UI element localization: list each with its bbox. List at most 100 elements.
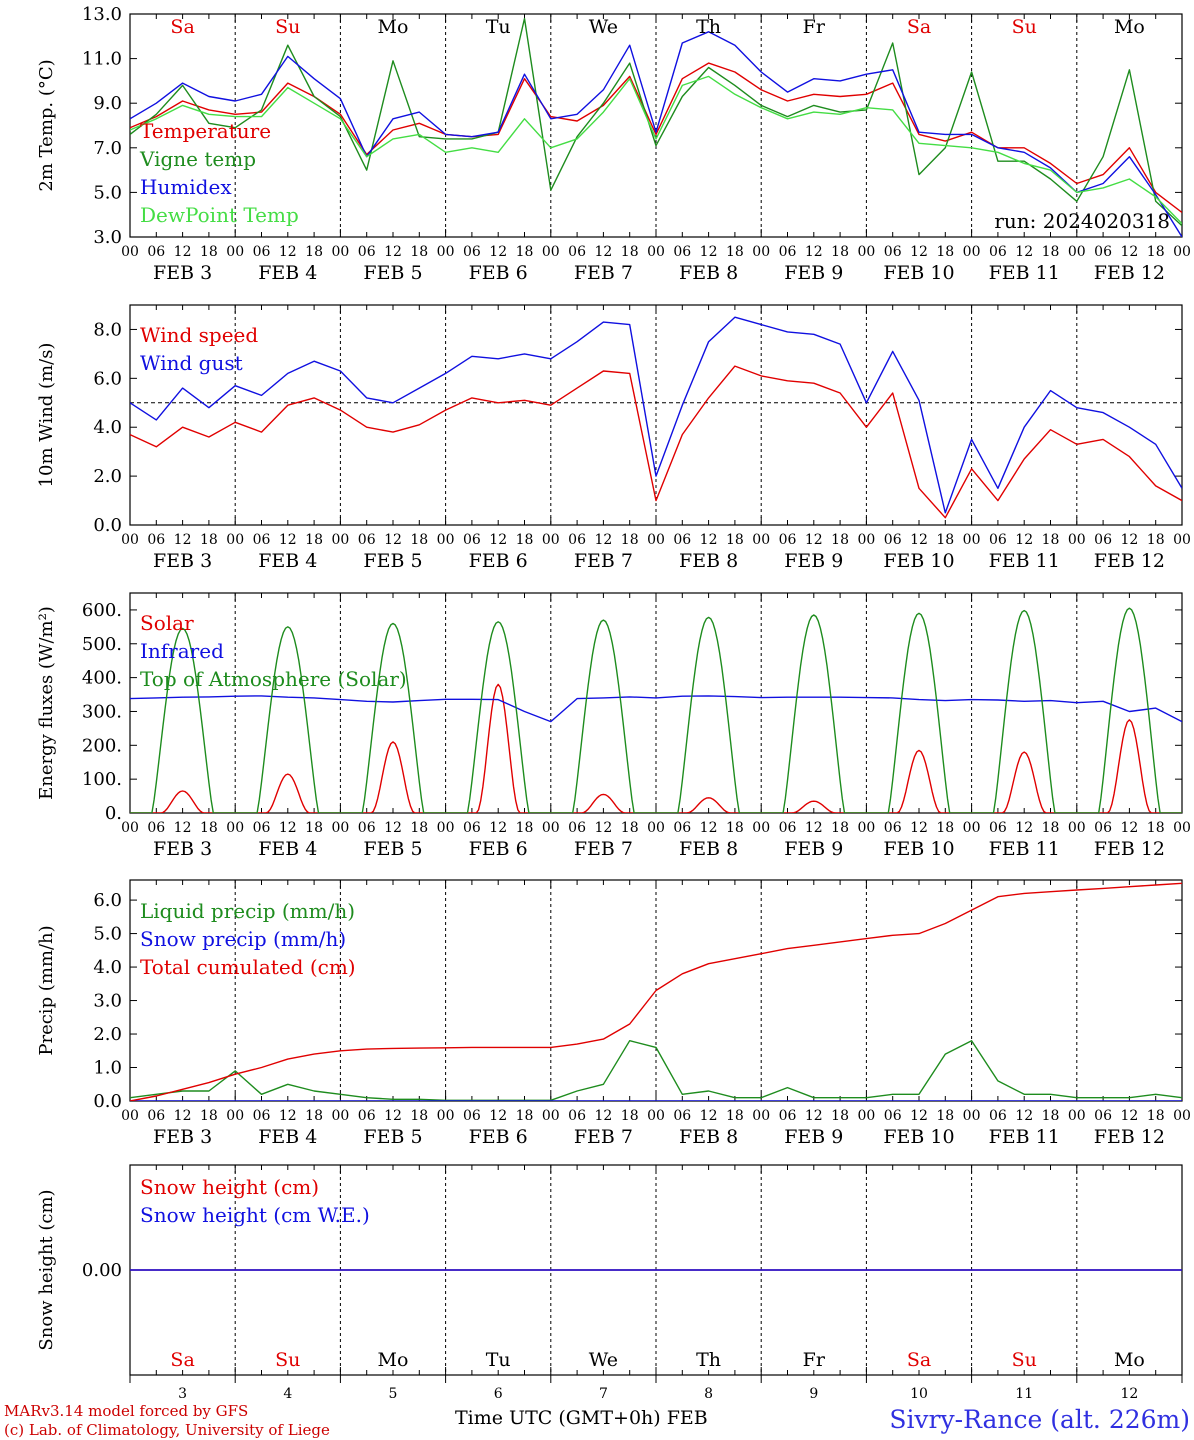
y-tick-label: 400. (82, 668, 122, 689)
x-tick-label: 06 (1094, 1108, 1112, 1124)
x-tick-label: 12 (174, 820, 192, 836)
bottom-day-number: 11 (1015, 1386, 1033, 1402)
plot-area (130, 17, 1182, 237)
series-line-1 (130, 1039, 1182, 1101)
x-tick-label: 18 (305, 244, 323, 260)
legend-entry: Liquid precip (mm/h) (140, 899, 355, 923)
y-tick-label: 7.0 (93, 138, 122, 159)
panel-2: 0.0 2.0 4.0 6.0 8.0 10m Wind (m/s) Wind speed W… (36, 304, 1191, 572)
x-tick-label: 12 (489, 1108, 507, 1124)
x-tick-label: 00 (331, 1108, 349, 1124)
x-tick-label: 18 (726, 532, 744, 548)
y-tick-label: 6.0 (93, 368, 122, 389)
x-tick-label: 18 (305, 820, 323, 836)
day-label: We (589, 16, 618, 38)
bottom-day-label: We (589, 1349, 618, 1371)
x-tick-label: 18 (1147, 532, 1165, 548)
x-tick-label: 06 (358, 532, 376, 548)
x-tick-label: 06 (147, 820, 165, 836)
x-tick-label: 12 (489, 532, 507, 548)
y-axis-label: 10m Wind (m/s) (36, 343, 57, 488)
date-label: FEB 4 (258, 1126, 317, 1148)
x-tick-label: 12 (384, 532, 402, 548)
date-label: FEB 12 (1094, 550, 1165, 572)
bottom-day-label: Tu (486, 1349, 511, 1371)
x-tick-label: 00 (226, 1108, 244, 1124)
day-label: Mo (378, 16, 409, 38)
x-tick-label: 12 (910, 244, 928, 260)
x-tick-label: 06 (253, 244, 271, 260)
x-tick-label: 06 (1094, 820, 1112, 836)
x-tick-label: 06 (989, 532, 1007, 548)
y-tick-label: 2.0 (93, 466, 122, 487)
x-tick-label: 12 (489, 244, 507, 260)
legend-entry: Vigne temp (139, 147, 256, 171)
y-axis-label: 2m Temp. (°C) (36, 59, 57, 191)
date-label: FEB 11 (989, 838, 1060, 860)
date-label: FEB 12 (1094, 1126, 1165, 1148)
date-label: FEB 10 (883, 262, 954, 284)
panel-5: 0.00 Snow height (cm) Snow height (cm) Snow… (36, 1164, 1183, 1402)
x-tick-label: 06 (779, 532, 797, 548)
x-tick-label: 18 (831, 1108, 849, 1124)
x-tick-label: 00 (963, 1108, 981, 1124)
x-tick-label: 00 (226, 820, 244, 836)
x-tick-label: 12 (1015, 532, 1033, 548)
x-tick-label: 06 (673, 1108, 691, 1124)
y-tick-label: 8.0 (93, 319, 122, 340)
x-tick-label: 18 (200, 1108, 218, 1124)
x-tick-label: 18 (305, 1108, 323, 1124)
x-tick-label: 00 (121, 244, 139, 260)
legend-entry: DewPoint Temp (140, 203, 299, 227)
x-tick-label: 18 (726, 244, 744, 260)
x-tick-label: 18 (305, 532, 323, 548)
x-tick-label: 18 (1042, 1108, 1060, 1124)
date-label: FEB 9 (784, 262, 843, 284)
legend-entry: Snow precip (mm/h) (140, 927, 346, 951)
bottom-day-number: 12 (1120, 1386, 1138, 1402)
x-tick-label: 06 (673, 532, 691, 548)
x-tick-label: 12 (700, 1108, 718, 1124)
x-tick-label: 06 (779, 820, 797, 836)
y-tick-label: 3.0 (93, 227, 122, 248)
date-label: FEB 4 (258, 262, 317, 284)
y-tick-label: 300. (82, 701, 122, 722)
date-label: FEB 10 (883, 1126, 954, 1148)
y-axis-label: Snow height (cm) (36, 1189, 57, 1350)
x-tick-label: 06 (779, 244, 797, 260)
x-tick-label: 00 (121, 1108, 139, 1124)
footer: Time UTC (GMT+0h) FEB MARv3.14 model for… (4, 1402, 1190, 1439)
date-label: FEB 3 (153, 1126, 212, 1148)
date-label: FEB 8 (679, 1126, 738, 1148)
x-tick-label: 12 (1015, 244, 1033, 260)
x-tick-label: 00 (331, 820, 349, 836)
x-tick-label: 12 (700, 244, 718, 260)
x-tick-label: 12 (279, 820, 297, 836)
x-tick-label: 18 (726, 1108, 744, 1124)
y-axis-label: Energy fluxes (W/m²) (36, 606, 57, 800)
x-tick-label: 00 (331, 244, 349, 260)
x-tick-label: 00 (647, 820, 665, 836)
x-tick-label: 06 (989, 244, 1007, 260)
x-tick-label: 06 (673, 820, 691, 836)
x-tick-label: 00 (1173, 244, 1191, 260)
date-label: FEB 7 (574, 550, 633, 572)
run-annotation: run: 2024020318 (994, 209, 1170, 233)
x-tick-label: 12 (279, 1108, 297, 1124)
station-name: Sivry-Rance (alt. 226m) (889, 1405, 1190, 1434)
x-tick-label: 18 (621, 1108, 639, 1124)
x-tick-label: 00 (963, 244, 981, 260)
x-tick-label: 00 (437, 820, 455, 836)
bottom-day-number: 3 (178, 1386, 187, 1402)
x-tick-label: 00 (647, 244, 665, 260)
x-tick-label: 00 (1068, 1108, 1086, 1124)
x-tick-label: 00 (542, 532, 560, 548)
legend-entry: Wind gust (140, 351, 243, 375)
x-tick-label: 06 (1094, 532, 1112, 548)
x-tick-label: 00 (542, 820, 560, 836)
legend-entry: Humidex (140, 175, 232, 199)
x-tick-label: 12 (384, 820, 402, 836)
y-tick-label: 100. (82, 769, 122, 790)
day-label: Su (1012, 16, 1037, 38)
